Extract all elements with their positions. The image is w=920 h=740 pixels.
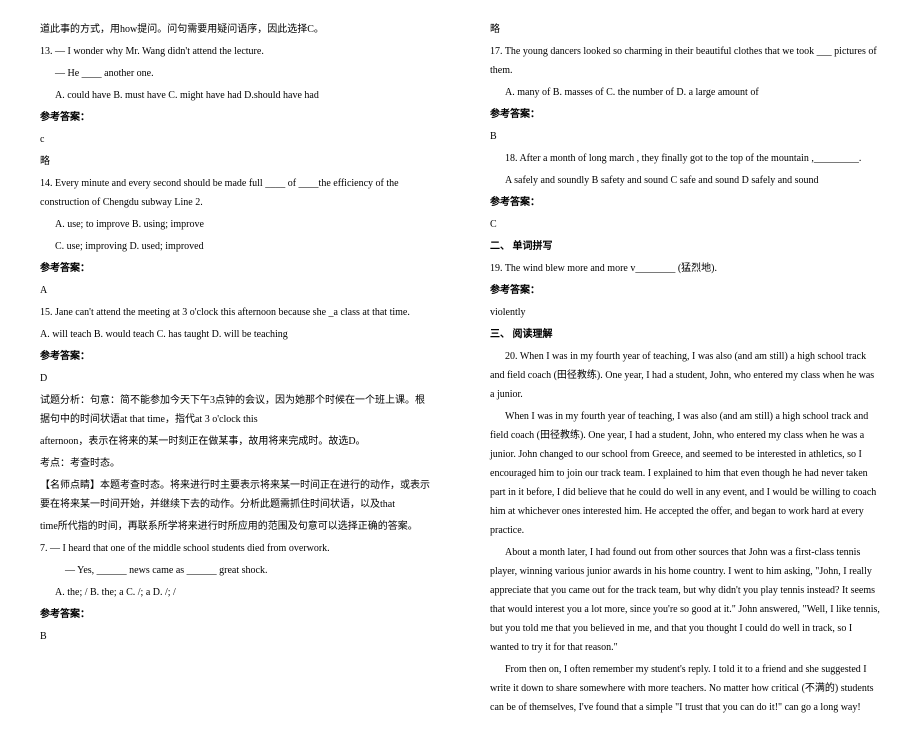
answer-label: 参考答案：	[40, 605, 430, 624]
q15-exp2: afternoon，表示在将来的某一时刻正在做某事，故用将来完成时。故选D。	[40, 432, 430, 451]
answer-label: 参考答案：	[490, 105, 880, 124]
q13-answer: c	[40, 130, 430, 149]
q14-answer: A	[40, 281, 430, 300]
q15-exp5: time所代指的时间，再联系所学将来进行时所应用的范围及句意可以选择正确的答案。	[40, 517, 430, 536]
left-column: 道此事的方式，用how提问。问句需要用疑问语序，因此选择C。 13. — I w…	[40, 20, 430, 720]
q19-stem: 19. The wind blew more and more v_______…	[490, 259, 880, 278]
q20-para3: About a month later, I had found out fro…	[490, 543, 880, 657]
q14-opt-row2: C. use; improving D. used; improved	[40, 237, 430, 256]
note-text: 略	[490, 20, 880, 39]
q13-stem: 13. — I wonder why Mr. Wang didn't atten…	[40, 42, 430, 61]
q15-answer: D	[40, 369, 430, 388]
q15-exp4: 【名师点睛】本题考查时态。将来进行时主要表示将来某一时间正在进行的动作，或表示要…	[40, 476, 430, 514]
q14-stem: 14. Every minute and every second should…	[40, 174, 430, 212]
q20-para4: From then on, I often remember my studen…	[490, 660, 880, 717]
q20-para2: When I was in my fourth year of teaching…	[490, 407, 880, 540]
answer-label: 参考答案：	[490, 193, 880, 212]
q13-note: 略	[40, 152, 430, 171]
q17-answer: B	[490, 127, 880, 146]
q7-stem: 7. — I heard that one of the middle scho…	[40, 539, 430, 558]
q7-options: A. the; / B. the; a C. /; a D. /; /	[40, 583, 430, 602]
q19-answer: violently	[490, 303, 880, 322]
q15-stem: 15. Jane can't attend the meeting at 3 o…	[40, 303, 430, 322]
answer-label: 参考答案：	[40, 259, 430, 278]
right-column: 略 17. The young dancers looked so charmi…	[490, 20, 880, 720]
q15-options: A. will teach B. would teach C. has taug…	[40, 325, 430, 344]
page-container: 道此事的方式，用how提问。问句需要用疑问语序，因此选择C。 13. — I w…	[0, 0, 920, 740]
answer-label: 参考答案：	[40, 108, 430, 127]
q13-options: A. could have B. must have C. might have…	[40, 86, 430, 105]
q18-answer: C	[490, 215, 880, 234]
q15-exp3: 考点：考查时态。	[40, 454, 430, 473]
q18-stem: 18. After a month of long march , they f…	[490, 149, 880, 168]
q17-options: A. many of B. masses of C. the number of…	[490, 83, 880, 102]
q15-exp1: 试题分析：句意：简不能参加今天下午3点钟的会议，因为她那个时候在一个班上课。根据…	[40, 391, 430, 429]
q7-answer: B	[40, 627, 430, 646]
q13-sub: — He ____ another one.	[40, 64, 430, 83]
section-2-title: 二、 单词拼写	[490, 237, 880, 256]
q14-opt-row1: A. use; to improve B. using; improve	[40, 215, 430, 234]
answer-label: 参考答案：	[490, 281, 880, 300]
q18-options: A safely and soundly B safety and sound …	[490, 171, 880, 190]
q7-sub: — Yes, ______ news came as ______ great …	[40, 561, 430, 580]
q17-stem: 17. The young dancers looked so charming…	[490, 42, 880, 80]
answer-label: 参考答案：	[40, 347, 430, 366]
section-3-title: 三、 阅读理解	[490, 325, 880, 344]
explain-text: 道此事的方式，用how提问。问句需要用疑问语序，因此选择C。	[40, 20, 430, 39]
q20-para1: 20. When I was in my fourth year of teac…	[490, 347, 880, 404]
